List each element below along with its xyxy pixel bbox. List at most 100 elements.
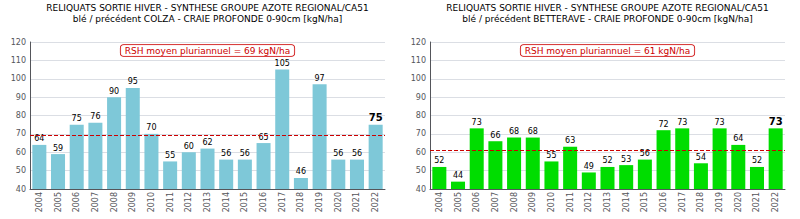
svg-text:56: 56 <box>352 149 362 158</box>
svg-text:68: 68 <box>509 127 519 136</box>
svg-text:59: 59 <box>53 144 63 153</box>
svg-text:80: 80 <box>16 111 26 120</box>
svg-text:RSH moyen pluriannuel = 69 kgN: RSH moyen pluriannuel = 69 kgN/ha <box>125 46 291 56</box>
svg-text:2010: 2010 <box>547 192 556 212</box>
svg-text:56: 56 <box>639 149 650 159</box>
svg-text:2009: 2009 <box>528 192 537 212</box>
svg-text:49: 49 <box>584 162 594 171</box>
svg-text:40: 40 <box>16 185 26 194</box>
svg-text:2014: 2014 <box>222 192 231 212</box>
svg-text:2012: 2012 <box>584 192 593 212</box>
svg-text:50: 50 <box>16 166 26 175</box>
svg-text:40: 40 <box>416 185 426 194</box>
svg-text:90: 90 <box>416 93 426 102</box>
svg-text:2021: 2021 <box>752 192 761 212</box>
svg-text:76: 76 <box>90 112 100 121</box>
svg-text:56: 56 <box>221 149 231 158</box>
svg-text:2009: 2009 <box>128 192 137 212</box>
svg-text:80: 80 <box>416 111 426 120</box>
svg-text:62: 62 <box>202 138 212 147</box>
svg-text:blé / précédent BETTERAVE - CR: blé / précédent BETTERAVE - CRAIE PROFON… <box>462 14 752 24</box>
svg-text:68: 68 <box>528 127 538 136</box>
svg-text:blé / précédent COLZA - CRAIE: blé / précédent COLZA - CRAIE PROFONDE 0… <box>73 14 342 24</box>
svg-text:2020: 2020 <box>734 192 743 212</box>
svg-text:110: 110 <box>11 56 26 65</box>
svg-text:2012: 2012 <box>184 192 193 212</box>
svg-text:55: 55 <box>546 151 556 160</box>
svg-text:65: 65 <box>258 133 268 142</box>
svg-text:52: 52 <box>434 156 444 165</box>
svg-text:2016: 2016 <box>659 192 668 212</box>
svg-text:73: 73 <box>715 118 725 127</box>
svg-text:2015: 2015 <box>640 192 649 212</box>
svg-text:2008: 2008 <box>110 192 119 212</box>
svg-text:2018: 2018 <box>696 192 705 212</box>
svg-text:90: 90 <box>16 93 26 102</box>
svg-text:2008: 2008 <box>510 192 519 212</box>
svg-text:2016: 2016 <box>259 192 268 212</box>
svg-text:2005: 2005 <box>54 192 63 212</box>
svg-text:2013: 2013 <box>203 192 212 212</box>
svg-text:52: 52 <box>602 156 612 165</box>
svg-text:64: 64 <box>733 134 743 143</box>
svg-text:2007: 2007 <box>491 192 500 212</box>
svg-text:2014: 2014 <box>622 192 631 212</box>
svg-text:100: 100 <box>411 74 426 83</box>
svg-text:2022: 2022 <box>771 192 780 212</box>
svg-text:2015: 2015 <box>240 192 249 212</box>
svg-text:60: 60 <box>416 148 426 157</box>
svg-text:2013: 2013 <box>603 192 612 212</box>
svg-text:70: 70 <box>146 123 156 132</box>
svg-text:120: 120 <box>11 38 26 47</box>
svg-text:66: 66 <box>490 131 500 140</box>
svg-text:2004: 2004 <box>35 192 44 212</box>
svg-text:75: 75 <box>369 112 383 123</box>
svg-text:2004: 2004 <box>435 192 444 212</box>
svg-text:95: 95 <box>128 77 138 86</box>
svg-text:90: 90 <box>109 87 119 96</box>
svg-text:120: 120 <box>411 38 426 47</box>
svg-text:56: 56 <box>333 149 343 158</box>
svg-text:105: 105 <box>275 59 290 68</box>
svg-text:70: 70 <box>16 129 26 138</box>
svg-text:75: 75 <box>72 114 82 123</box>
svg-text:73: 73 <box>677 118 687 127</box>
svg-text:60: 60 <box>16 148 26 157</box>
svg-text:64: 64 <box>34 134 45 144</box>
svg-text:RELIQUATS SORTIE HIVER - SYNTH: RELIQUATS SORTIE HIVER - SYNTHESE GROUPE… <box>446 3 768 13</box>
svg-text:100: 100 <box>11 74 26 83</box>
svg-text:2006: 2006 <box>472 192 481 212</box>
svg-text:52: 52 <box>752 156 762 165</box>
svg-text:2007: 2007 <box>91 192 100 212</box>
svg-text:2019: 2019 <box>315 192 324 212</box>
svg-text:2011: 2011 <box>166 192 175 212</box>
svg-text:70: 70 <box>416 129 426 138</box>
svg-text:54: 54 <box>696 153 706 162</box>
svg-text:63: 63 <box>565 136 575 145</box>
svg-text:RELIQUATS SORTIE HIVER - SYNTH: RELIQUATS SORTIE HIVER - SYNTHESE GROUPE… <box>46 3 368 13</box>
svg-text:73: 73 <box>472 118 482 127</box>
svg-text:56: 56 <box>240 149 250 158</box>
svg-text:46: 46 <box>296 167 306 176</box>
svg-text:2018: 2018 <box>296 192 305 212</box>
svg-text:97: 97 <box>315 74 325 83</box>
svg-text:60: 60 <box>184 142 194 151</box>
svg-text:2022: 2022 <box>371 192 380 212</box>
svg-text:110: 110 <box>411 56 426 65</box>
svg-text:2021: 2021 <box>352 192 361 212</box>
svg-text:72: 72 <box>658 120 668 129</box>
svg-text:2017: 2017 <box>678 192 687 212</box>
svg-text:53: 53 <box>621 155 631 164</box>
svg-text:2010: 2010 <box>147 192 156 212</box>
svg-text:RSH moyen pluriannuel = 61 kgN: RSH moyen pluriannuel = 61 kgN/ha <box>525 46 691 56</box>
svg-text:55: 55 <box>165 151 175 160</box>
svg-text:2017: 2017 <box>278 192 287 212</box>
svg-text:2005: 2005 <box>454 192 463 212</box>
svg-text:44: 44 <box>453 171 463 180</box>
svg-text:50: 50 <box>416 166 426 175</box>
svg-text:2011: 2011 <box>566 192 575 212</box>
svg-text:2006: 2006 <box>72 192 81 212</box>
svg-text:2020: 2020 <box>334 192 343 212</box>
svg-text:73: 73 <box>769 116 783 127</box>
svg-text:2019: 2019 <box>715 192 724 212</box>
